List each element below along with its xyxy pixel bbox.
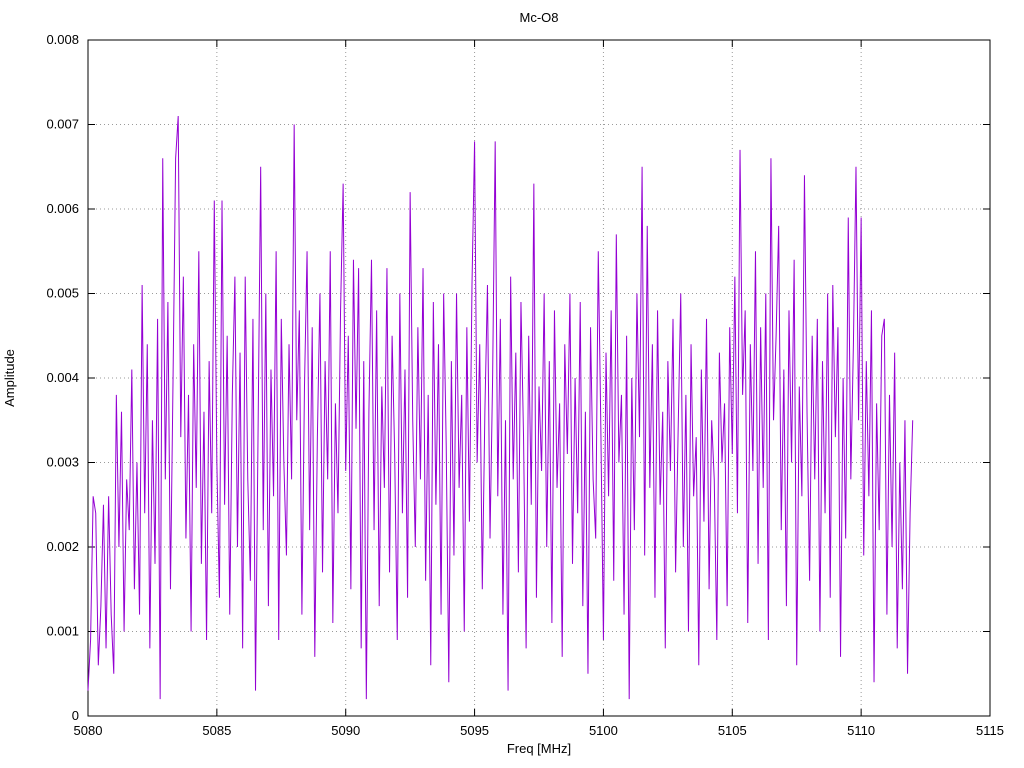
x-tick-label: 5110	[847, 723, 875, 738]
tick-layer	[87, 39, 991, 717]
tick-label-layer: 5080 5085 5090 5095 5100 5105 5110 5115 0 0.001 0.…	[46, 32, 1004, 738]
x-tick-label: 5115	[976, 723, 1004, 738]
x-tick-label: 5080	[74, 723, 103, 738]
x-axis-label: Freq [MHz]	[507, 741, 571, 756]
chart-title: Mc-O8	[520, 10, 559, 25]
x-tick-label: 5095	[460, 723, 489, 738]
series-line	[87, 116, 914, 700]
y-tick-label: 0.004	[46, 370, 79, 385]
y-axis-label: Amplitude	[2, 349, 17, 407]
y-tick-label: 0.008	[46, 32, 79, 47]
x-tick-label: 5090	[331, 723, 360, 738]
x-tick-label: 5100	[589, 723, 618, 738]
y-tick-label: 0.001	[46, 624, 79, 639]
y-tick-label: 0.002	[46, 539, 79, 554]
x-tick-label: 5085	[202, 723, 231, 738]
y-tick-label: 0.003	[46, 455, 79, 470]
y-tick-label: 0.005	[46, 286, 79, 301]
y-tick-label: 0	[72, 708, 79, 723]
series-layer	[87, 116, 914, 700]
x-tick-label: 5105	[718, 723, 747, 738]
y-tick-label: 0.006	[46, 201, 79, 216]
y-tick-label: 0.007	[46, 117, 79, 132]
